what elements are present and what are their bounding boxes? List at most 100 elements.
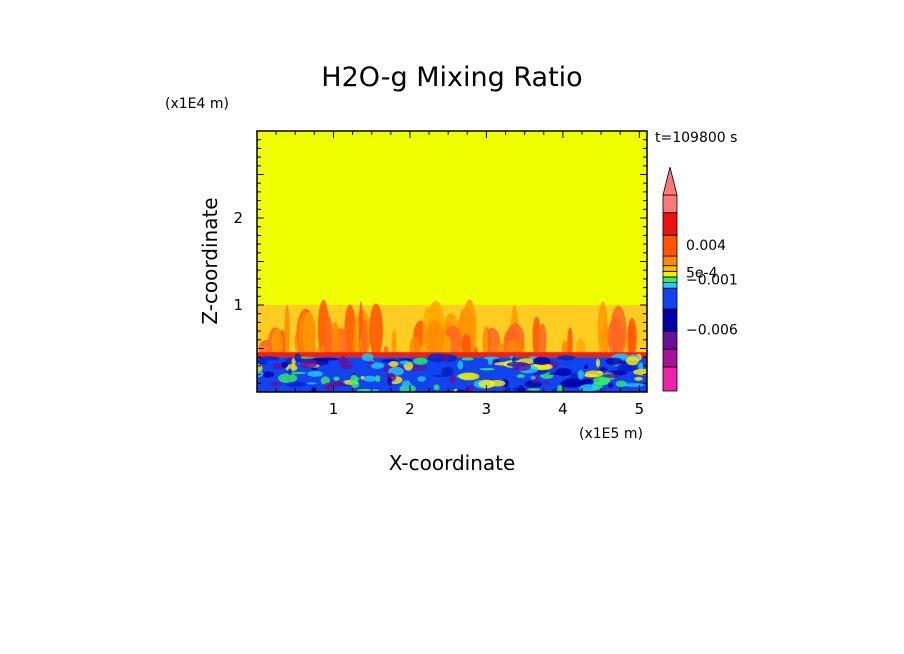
plot-field <box>257 131 647 392</box>
plume-mark <box>532 316 541 358</box>
boundary-mark <box>532 356 551 366</box>
boundary-mark <box>388 360 399 368</box>
plume-mark <box>284 304 290 358</box>
boundary-mark <box>433 384 440 391</box>
boundary-mark <box>338 356 348 367</box>
colorbar-segment <box>662 282 678 289</box>
x-tick-label: 1 <box>329 400 339 418</box>
plume-mark <box>597 301 608 358</box>
boundary-mark <box>599 367 608 372</box>
boundary-mark <box>375 375 381 383</box>
boundary-mark <box>555 368 572 377</box>
boundary-mark <box>517 385 525 392</box>
boundary-mark <box>387 376 392 386</box>
axis-ticks: 1 2 3 4 5 1 2 <box>233 130 647 418</box>
plume-mark <box>302 312 316 358</box>
boundary-mark <box>530 375 536 380</box>
plume-mark <box>567 327 573 358</box>
boundary-mark <box>257 358 268 365</box>
boundary-mark <box>311 386 317 392</box>
boundary-mark <box>607 382 614 388</box>
plume-mark <box>607 317 625 358</box>
boundary-mark <box>461 357 474 361</box>
boundary-mark <box>511 356 516 364</box>
colorbar-segment <box>662 194 678 214</box>
plume-mark <box>425 320 445 358</box>
boundary-mark <box>449 374 456 384</box>
boundary-mark <box>333 376 340 382</box>
plume-mark <box>391 330 397 358</box>
boundary-mark <box>618 365 636 372</box>
colorbar-segment <box>662 308 678 332</box>
boundary-mark <box>413 357 428 365</box>
boundary-layer <box>257 353 647 392</box>
colorbar-extension <box>662 166 678 196</box>
boundary-mark <box>402 380 411 390</box>
plume-mark <box>271 329 283 358</box>
colorbar-segment <box>662 276 678 283</box>
boundary-mark <box>361 353 374 362</box>
boundary-mark <box>306 382 317 385</box>
boundary-mark <box>548 372 562 376</box>
colorbar-segment <box>662 270 678 278</box>
boundary-mark <box>370 362 385 369</box>
boundary-mark <box>542 381 551 385</box>
y-multiplier-label: (x1E4 m) <box>165 96 229 112</box>
boundary-mark <box>268 381 282 386</box>
x-tick-label: 5 <box>635 400 645 418</box>
boundary-mark <box>579 384 598 392</box>
plume-mark <box>409 336 421 358</box>
boundary-mark <box>634 376 643 381</box>
colorbar: 0.004 5e-4−0.001 −0.006 <box>662 166 738 392</box>
x-tick-label: 4 <box>558 400 568 418</box>
boundary-mark <box>557 384 563 392</box>
chart-title: H2O-g Mixing Ratio <box>321 62 582 93</box>
boundary-mark <box>605 357 623 365</box>
boundary-mark <box>408 365 428 371</box>
boundary-mark <box>633 368 647 376</box>
colorbar-segment <box>662 255 678 267</box>
boundary-mark <box>457 360 464 370</box>
colorbar-segment <box>662 234 678 257</box>
plume-mark <box>330 321 340 358</box>
boundary-mark <box>318 357 339 361</box>
boundary-mark <box>487 356 493 366</box>
boundary-mark <box>601 373 621 378</box>
time-label: t=109800 s <box>655 130 737 146</box>
boundary-mark <box>350 374 359 385</box>
boundary-mark <box>565 379 570 387</box>
boundary-mark <box>595 358 601 368</box>
boundary-mark <box>299 358 318 369</box>
boundary-mark <box>281 361 289 368</box>
boundary-mark <box>291 357 296 366</box>
boundary-mark <box>479 367 495 371</box>
boundary-mark <box>458 372 480 381</box>
plume-mark <box>627 317 637 358</box>
boundary-mark <box>258 356 280 361</box>
colorbar-segment <box>662 212 678 236</box>
boundary-mark <box>287 368 293 376</box>
y-axis-label: Z-coordinate <box>198 197 222 324</box>
boundary-mark <box>417 376 426 382</box>
y-tick-label: 2 <box>233 209 243 227</box>
boundary-mark <box>257 370 264 378</box>
boundary-mark <box>288 371 307 375</box>
boundary-mark <box>262 371 275 378</box>
colorbar-label: −0.001 <box>686 273 738 289</box>
plume-mark <box>538 323 547 358</box>
boundary-mark <box>527 388 541 391</box>
colorbar-segment <box>662 265 678 272</box>
colorbar-segment <box>662 348 678 368</box>
x-multiplier-label: (x1E5 m) <box>579 426 643 442</box>
boundary-mark <box>285 381 306 387</box>
colorbar-segment <box>662 366 678 392</box>
colorbar-segment <box>662 331 678 350</box>
boundary-mark <box>307 370 323 377</box>
plume-mark <box>369 303 383 358</box>
boundary-mark <box>357 388 370 392</box>
x-tick-label: 3 <box>482 400 492 418</box>
boundary-mark <box>489 379 506 387</box>
boundary-mark <box>278 373 298 384</box>
x-axis-label: X-coordinate <box>389 451 516 475</box>
